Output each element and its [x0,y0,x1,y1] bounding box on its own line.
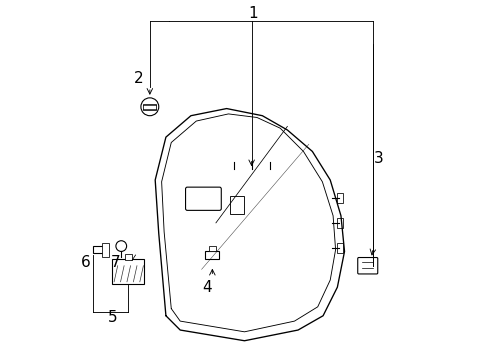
Text: 7: 7 [111,255,121,270]
Text: 1: 1 [248,6,258,21]
FancyBboxPatch shape [357,257,377,274]
Bar [102,243,108,257]
Text: 6: 6 [81,255,90,270]
Text: 3: 3 [373,151,383,166]
Bar [112,258,144,284]
Bar [337,217,342,228]
Bar [93,246,105,253]
Bar [143,104,156,110]
Text: 5: 5 [107,310,117,325]
Bar [230,196,244,214]
Bar [205,251,219,258]
Text: 4: 4 [202,280,211,295]
Bar [208,246,216,251]
Bar [337,193,342,203]
Bar [337,243,342,253]
Bar [124,254,132,260]
Text: 2: 2 [134,71,143,86]
